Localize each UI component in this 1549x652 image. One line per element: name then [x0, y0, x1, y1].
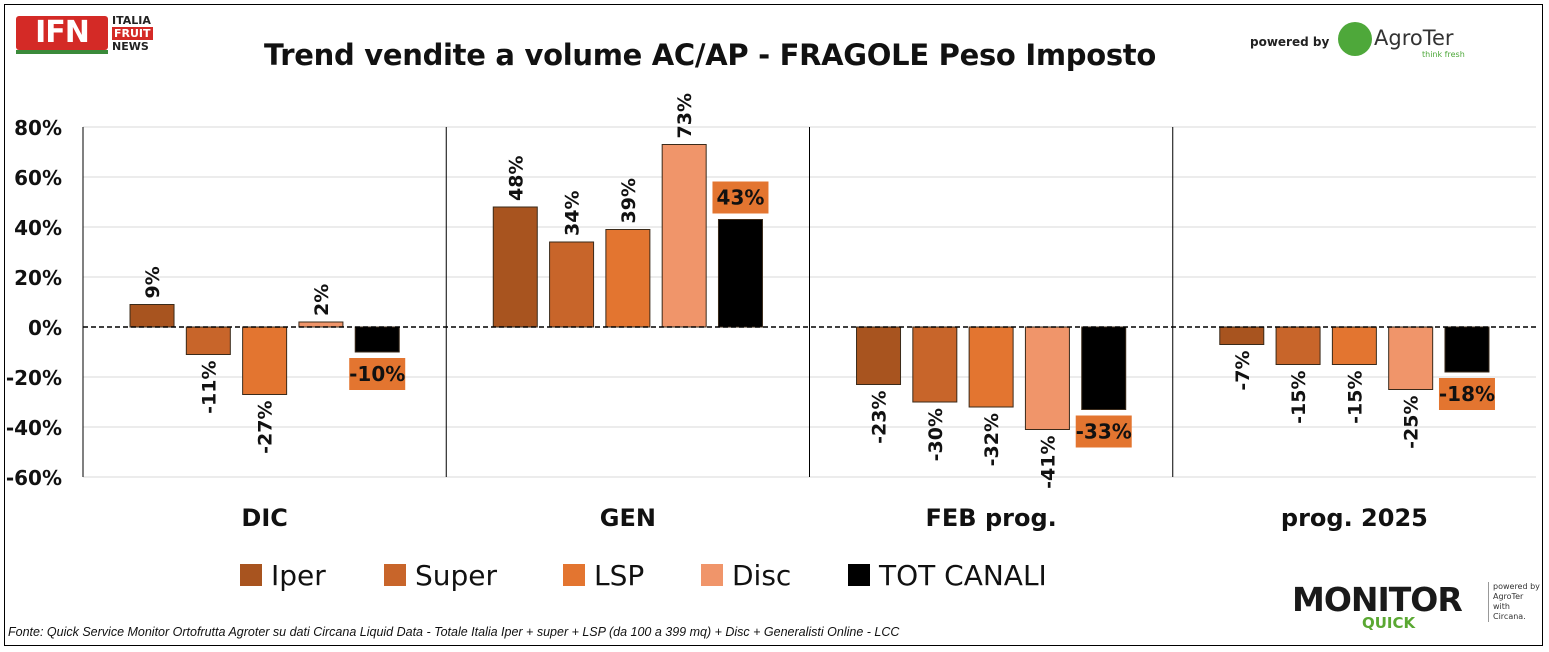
data-label: 2% — [311, 284, 333, 316]
monitor-quick-logo: MONITOR QUICK powered by AgroTer with Ci… — [1292, 580, 1542, 642]
data-label: -25% — [1401, 396, 1423, 449]
bar — [856, 326, 902, 385]
y-tick-label: -40% — [6, 416, 62, 440]
bar — [968, 326, 1014, 408]
data-label: 39% — [618, 178, 640, 223]
y-tick-label: 80% — [14, 116, 62, 140]
category-label: GEN — [600, 504, 656, 532]
chart-frame — [4, 4, 1543, 646]
category-label: DIC — [241, 504, 287, 532]
ifn-logo-words: ITALIA FRUIT NEWS — [112, 14, 153, 53]
data-label: 34% — [562, 191, 584, 236]
legend-item-lsp: LSP — [563, 553, 644, 597]
data-label: 73% — [674, 93, 696, 138]
bar — [354, 326, 400, 353]
legend-swatch-tot-canali — [848, 564, 870, 586]
data-label: -27% — [255, 401, 277, 454]
agroter-logo: AgroTer think fresh — [1338, 22, 1478, 62]
data-label: -7% — [1232, 351, 1254, 391]
agroter-name: AgroTer — [1374, 26, 1454, 50]
ifn-logo-line3: NEWS — [112, 40, 149, 53]
monitor-side-line2: AgroTer — [1493, 592, 1524, 601]
legend-label-lsp: LSP — [594, 558, 645, 592]
legend-label-tot-canali: TOT CANALI — [879, 558, 1047, 592]
legend-item-super: Super — [384, 553, 497, 597]
bar — [492, 206, 538, 328]
bar — [1081, 326, 1127, 410]
data-label-background — [349, 358, 406, 390]
monitor-logo-main: MONITOR — [1292, 580, 1463, 619]
data-label: -10% — [349, 362, 405, 386]
data-label: -15% — [1344, 371, 1366, 424]
y-tick-label: 0% — [28, 316, 62, 340]
agroter-tree-icon — [1338, 22, 1372, 56]
legend-swatch-lsp — [563, 564, 585, 586]
y-tick-label: 40% — [14, 216, 62, 240]
legend-item-iper: Iper — [240, 553, 326, 597]
bar — [185, 326, 231, 355]
ifn-logo-line2: FRUIT — [112, 27, 153, 40]
source-note: Fonte: Quick Service Monitor Ortofrutta … — [8, 625, 900, 639]
monitor-side-line3: with — [1493, 602, 1510, 611]
data-label-background — [712, 181, 769, 214]
bar — [717, 219, 763, 328]
ifn-logo-stripe — [16, 50, 108, 54]
data-label: -15% — [1288, 371, 1310, 424]
data-label: -23% — [869, 391, 891, 444]
legend-label-iper: Iper — [271, 558, 326, 592]
bar — [298, 321, 344, 328]
data-label-background — [1075, 415, 1132, 448]
bar — [1444, 326, 1490, 373]
agroter-tagline: think fresh — [1422, 50, 1465, 59]
y-tick-label: -60% — [6, 466, 62, 490]
legend-label-super: Super — [415, 558, 498, 592]
bar — [1388, 326, 1434, 390]
legend-label-disc: Disc — [732, 558, 792, 592]
bar — [1331, 326, 1377, 365]
bar — [242, 326, 288, 395]
bar — [1024, 326, 1070, 430]
powered-by-label: powered by — [1250, 35, 1330, 49]
data-label: 43% — [717, 186, 765, 210]
legend-swatch-disc — [701, 564, 723, 586]
y-tick-label: 60% — [14, 166, 62, 190]
data-label: -33% — [1076, 420, 1132, 444]
data-label: -41% — [1037, 436, 1059, 489]
category-label: FEB prog. — [926, 504, 1057, 532]
data-label: -11% — [198, 361, 220, 414]
legend-item-disc: Disc — [701, 553, 791, 597]
monitor-side-line1: powered by — [1493, 582, 1540, 591]
monitor-logo-side: powered by AgroTer with Circana. — [1488, 582, 1547, 622]
bar — [912, 326, 958, 403]
monitor-logo-sub: QUICK — [1362, 614, 1416, 632]
ifn-logo-line1: ITALIA — [112, 14, 151, 27]
ifn-logo-mark: IFN — [16, 16, 108, 50]
data-label: -32% — [981, 413, 1003, 466]
legend-swatch-super — [384, 564, 406, 586]
data-label: 9% — [142, 266, 164, 298]
data-label-background — [1438, 378, 1495, 410]
bar — [1275, 326, 1321, 365]
legend-item-tot-canali: TOT CANALI — [848, 553, 1047, 597]
ifn-logo: IFN ITALIA FRUIT NEWS — [14, 14, 162, 54]
category-label: prog. 2025 — [1281, 504, 1428, 532]
bar — [129, 304, 175, 328]
data-label: 48% — [505, 156, 527, 201]
chart-legend: Iper Super LSP Disc TOT CANALI — [238, 553, 1138, 597]
data-label: -18% — [1439, 382, 1495, 406]
y-tick-label: 20% — [14, 266, 62, 290]
data-label: -30% — [925, 408, 947, 461]
bar — [549, 241, 595, 328]
bar — [605, 229, 651, 328]
y-tick-label: -20% — [6, 366, 62, 390]
chart-title: Trend vendite a volume AC/AP - FRAGOLE P… — [264, 38, 1156, 72]
bar — [661, 144, 707, 328]
legend-swatch-iper — [240, 564, 262, 586]
monitor-side-line4: Circana. — [1493, 612, 1526, 621]
bar — [1219, 326, 1265, 345]
